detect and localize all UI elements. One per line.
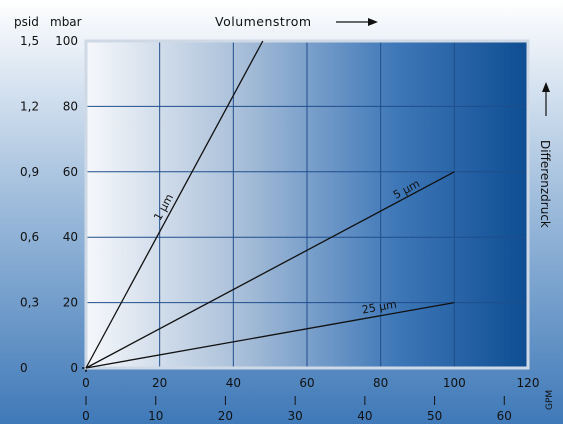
x-tick-gpm-0: 0 (82, 409, 90, 423)
y-tick-mbar-1: 20 (63, 296, 78, 310)
y-tick-mbar-0: 0 (70, 361, 78, 375)
unit-mbar-label: mbar (50, 15, 82, 29)
y-tick-psid-4: 1,2 (20, 99, 39, 113)
y-tick-mbar-3: 60 (63, 165, 78, 179)
x-tick-gpm-1: 10 (148, 409, 163, 423)
unit-gpm-label: GPM (545, 390, 555, 410)
series-line-2 (85, 301, 455, 369)
x-tick-lpm-2: 40 (226, 376, 241, 390)
unit-psid-label: psid (14, 15, 39, 29)
x-tick-lpm-1: 20 (152, 376, 167, 390)
plot-border (84, 39, 530, 370)
y-tick-psid-0: 0 (20, 361, 28, 375)
x-tick-lpm-3: 60 (299, 376, 314, 390)
x-tick-gpm-2: 20 (218, 409, 233, 423)
x-tick-lpm-4: 80 (373, 376, 388, 390)
y-tick-psid-5: 1,5 (20, 34, 39, 48)
series-line-0 (85, 40, 264, 369)
y-tick-psid-1: 0,3 (20, 296, 39, 310)
series-label-2: 25 µm (361, 298, 398, 317)
x-tick-lpm-5: 100 (443, 376, 466, 390)
right-label-arrow-icon (542, 82, 550, 116)
y-tick-mbar-5: 100 (55, 34, 78, 48)
x-tick-lpm-0: 0 (82, 376, 90, 390)
x-tick-lpm-6: 120 (517, 376, 540, 390)
x-tick-gpm-6: 60 (497, 409, 512, 423)
y-tick-psid-2: 0,6 (20, 230, 39, 244)
x-tick-gpm-4: 40 (357, 409, 372, 423)
y-tick-psid-3: 0,9 (20, 165, 39, 179)
chart-title: Volumenstrom (215, 14, 312, 29)
title-arrow-icon (336, 18, 378, 26)
x-tick-gpm-3: 30 (287, 409, 302, 423)
y-tick-mbar-4: 80 (63, 99, 78, 113)
y-tick-mbar-2: 40 (63, 230, 78, 244)
series-line-1 (85, 171, 455, 369)
x-tick-gpm-5: 50 (427, 409, 442, 423)
right-axis-label: Differenzdruck (538, 140, 552, 228)
